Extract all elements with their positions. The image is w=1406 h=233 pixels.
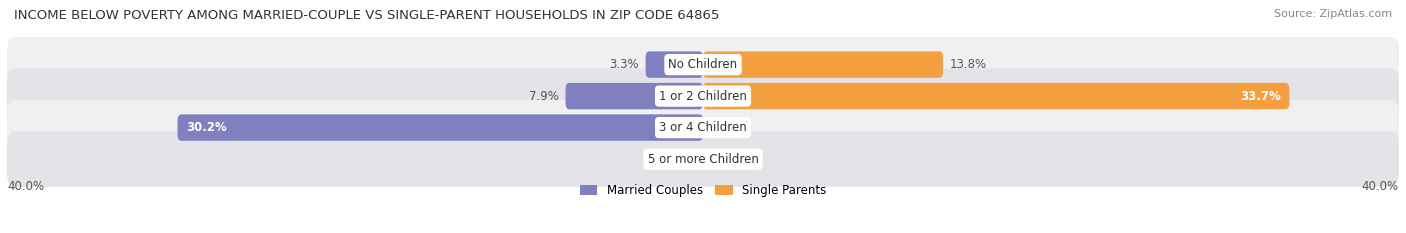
FancyBboxPatch shape xyxy=(703,51,943,78)
FancyBboxPatch shape xyxy=(565,83,703,109)
Text: 1 or 2 Children: 1 or 2 Children xyxy=(659,90,747,103)
FancyBboxPatch shape xyxy=(645,51,703,78)
Text: 0.0%: 0.0% xyxy=(710,121,740,134)
Text: 33.7%: 33.7% xyxy=(1240,90,1281,103)
FancyBboxPatch shape xyxy=(703,83,1289,109)
FancyBboxPatch shape xyxy=(7,100,1399,155)
Text: 40.0%: 40.0% xyxy=(7,181,44,193)
Text: 40.0%: 40.0% xyxy=(1362,181,1399,193)
Text: No Children: No Children xyxy=(668,58,738,71)
Text: 30.2%: 30.2% xyxy=(186,121,226,134)
Text: 13.8%: 13.8% xyxy=(950,58,987,71)
FancyBboxPatch shape xyxy=(7,69,1399,124)
Text: 3 or 4 Children: 3 or 4 Children xyxy=(659,121,747,134)
Text: Source: ZipAtlas.com: Source: ZipAtlas.com xyxy=(1274,9,1392,19)
FancyBboxPatch shape xyxy=(177,114,703,141)
Text: 3.3%: 3.3% xyxy=(609,58,638,71)
FancyBboxPatch shape xyxy=(7,37,1399,92)
Text: 7.9%: 7.9% xyxy=(529,90,558,103)
Text: INCOME BELOW POVERTY AMONG MARRIED-COUPLE VS SINGLE-PARENT HOUSEHOLDS IN ZIP COD: INCOME BELOW POVERTY AMONG MARRIED-COUPL… xyxy=(14,9,720,22)
FancyBboxPatch shape xyxy=(7,131,1399,187)
Text: 5 or more Children: 5 or more Children xyxy=(648,153,758,166)
Legend: Married Couples, Single Parents: Married Couples, Single Parents xyxy=(579,184,827,197)
Text: 0.0%: 0.0% xyxy=(710,153,740,166)
Text: 0.0%: 0.0% xyxy=(666,153,696,166)
